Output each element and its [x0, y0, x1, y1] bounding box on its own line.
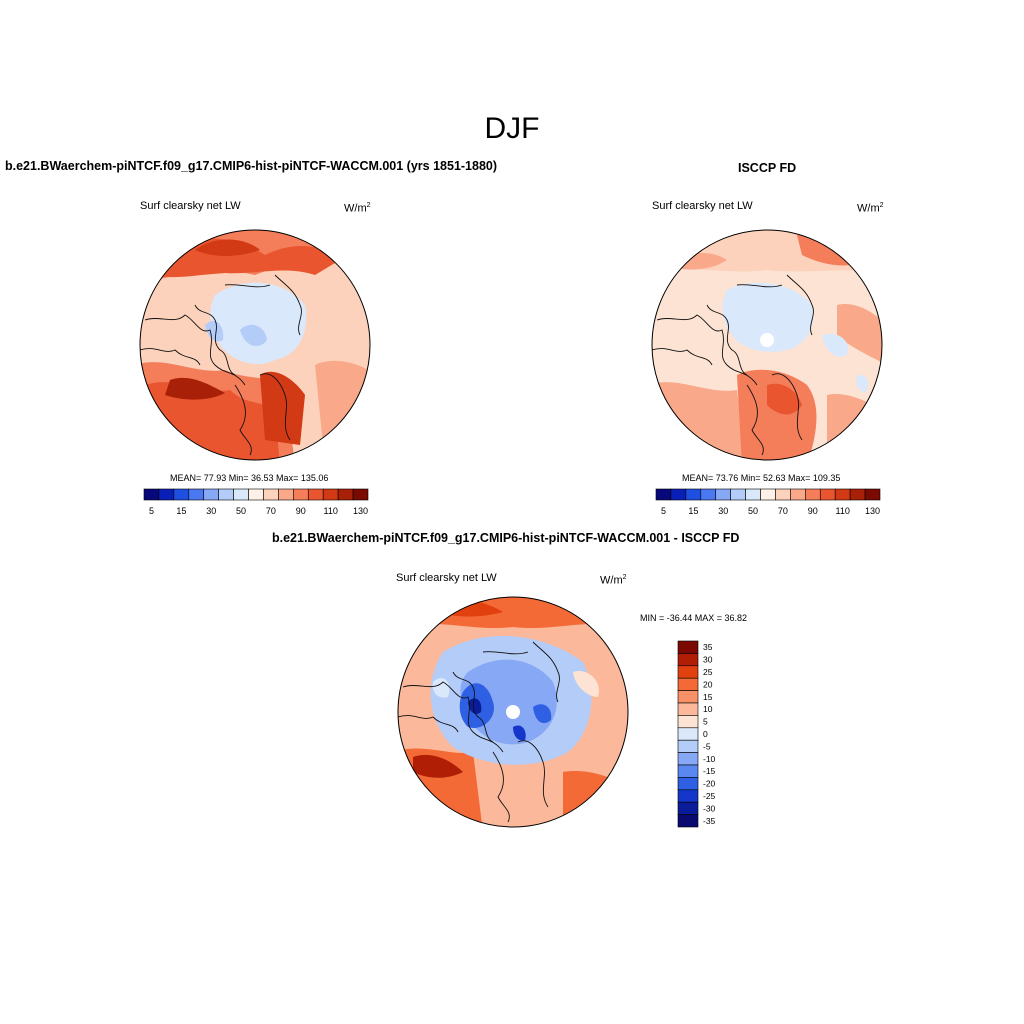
- colorbar-label: -15: [703, 766, 716, 776]
- colorbar-cell: [805, 488, 821, 501]
- colorbar-cell: [218, 488, 234, 501]
- colorbar-cell: [677, 715, 699, 729]
- colorbar-cell: [819, 488, 836, 501]
- colorbar-label: 5: [661, 506, 666, 516]
- colorbar-cell: [677, 739, 699, 753]
- colorbar-cell: [188, 488, 205, 501]
- model-colorbar: 5 15 30 50 70 90 110 130: [143, 488, 369, 516]
- colorbar-label: 50: [236, 506, 246, 516]
- obs-colorbar: 5 15 30 50 70 90 110 130: [655, 488, 881, 516]
- model-units-label: W/m2: [344, 202, 371, 215]
- colorbar-label: 30: [718, 506, 728, 516]
- colorbar-label: 10: [703, 704, 713, 714]
- colorbar-label: 15: [176, 506, 186, 516]
- colorbar-label: 30: [206, 506, 216, 516]
- colorbar-label: -25: [703, 791, 716, 801]
- obs-units-label: W/m2: [857, 202, 884, 215]
- colorbar-cell: [677, 727, 699, 741]
- colorbar-cell: [677, 653, 699, 667]
- colorbar-label: -30: [703, 803, 716, 813]
- colorbar-cell: [677, 764, 699, 778]
- colorbar-label: 30: [703, 655, 713, 665]
- colorbar-cell: [685, 488, 702, 501]
- colorbar-label: 5: [703, 717, 708, 727]
- diff-case-title: b.e21.BWaerchem-piNTCF.f09_g17.CMIP6-his…: [272, 531, 740, 545]
- colorbar-cell: [730, 488, 746, 501]
- colorbar-label: 70: [778, 506, 788, 516]
- colorbar-cell: [677, 690, 699, 704]
- colorbar-label: 90: [296, 506, 306, 516]
- colorbar-cell: [834, 488, 851, 501]
- colorbar-cell: [760, 488, 776, 501]
- diff-colorbar: 35 30 25 20 15 10 5 0 -5 -10 -15 -20 -25 -30 -35: [677, 640, 716, 828]
- colorbar-label: -35: [703, 816, 716, 826]
- colorbar-label: 130: [865, 506, 880, 516]
- colorbar-cell: [352, 488, 369, 501]
- colorbar-cell: [677, 801, 699, 815]
- colorbar-label: -20: [703, 779, 716, 789]
- colorbar-label: 15: [688, 506, 698, 516]
- diff-polar-map: [397, 596, 629, 828]
- diff-units-label: W/m2: [600, 574, 627, 587]
- colorbar-cell: [677, 789, 699, 803]
- colorbar-label: 90: [808, 506, 818, 516]
- colorbar-cell: [248, 488, 264, 501]
- colorbar-cell: [715, 488, 731, 501]
- colorbar-label: -10: [703, 754, 716, 764]
- model-case-title: b.e21.BWaerchem-piNTCF.f09_g17.CMIP6-his…: [5, 159, 498, 173]
- colorbar-cell: [158, 488, 175, 501]
- colorbar-label: 50: [748, 506, 758, 516]
- colorbar-cell: [677, 665, 699, 679]
- colorbar-label: 15: [703, 692, 713, 702]
- colorbar-cell: [337, 488, 354, 501]
- diff-minmax: MIN = -36.44 MAX = 36.82: [640, 613, 748, 623]
- colorbar-label: 0: [703, 729, 708, 739]
- colorbar-label: 130: [353, 506, 368, 516]
- colorbar-label: 25: [703, 667, 713, 677]
- model-variable-label: Surf clearsky net LW: [140, 200, 241, 212]
- obs-polar-map: [651, 229, 883, 461]
- colorbar-cell: [655, 488, 672, 501]
- colorbar-cell: [143, 488, 160, 501]
- colorbar-cell: [322, 488, 339, 501]
- colorbar-cell: [677, 752, 699, 766]
- colorbar-cell: [745, 488, 761, 501]
- colorbar-label: 70: [266, 506, 276, 516]
- colorbar-cell: [849, 488, 866, 501]
- colorbar-cell: [263, 488, 279, 501]
- colorbar-cell: [233, 488, 249, 501]
- colorbar-cell: [307, 488, 324, 501]
- colorbar-cell: [790, 488, 806, 501]
- diff-variable-label: Surf clearsky net LW: [396, 572, 497, 584]
- colorbar-label: 110: [835, 506, 849, 516]
- colorbar-label: 5: [149, 506, 154, 516]
- colorbar-cell: [670, 488, 687, 501]
- colorbar-cell: [293, 488, 309, 501]
- colorbar-cell: [677, 777, 699, 791]
- model-stats: MEAN= 77.93 Min= 36.53 Max= 135.06: [170, 473, 329, 483]
- colorbar-label: 20: [703, 679, 713, 689]
- colorbar-cell: [677, 814, 699, 828]
- colorbar-cell: [173, 488, 190, 501]
- colorbar-cell: [677, 677, 699, 691]
- colorbar-cell: [864, 488, 881, 501]
- obs-variable-label: Surf clearsky net LW: [652, 200, 753, 212]
- colorbar-cell: [677, 702, 699, 716]
- colorbar-label: 35: [703, 642, 713, 652]
- obs-case-title: ISCCP FD: [738, 161, 797, 175]
- colorbar-label: -5: [703, 741, 711, 751]
- colorbar-cell: [700, 488, 717, 501]
- plot-title: DJF: [484, 112, 540, 145]
- colorbar-cell: [677, 640, 699, 654]
- colorbar-cell: [775, 488, 791, 501]
- model-polar-map: [139, 229, 371, 461]
- colorbar-label: 110: [323, 506, 337, 516]
- colorbar-cell: [278, 488, 294, 501]
- obs-stats: MEAN= 73.76 Min= 52.63 Max= 109.35: [682, 473, 841, 483]
- colorbar-cell: [203, 488, 219, 501]
